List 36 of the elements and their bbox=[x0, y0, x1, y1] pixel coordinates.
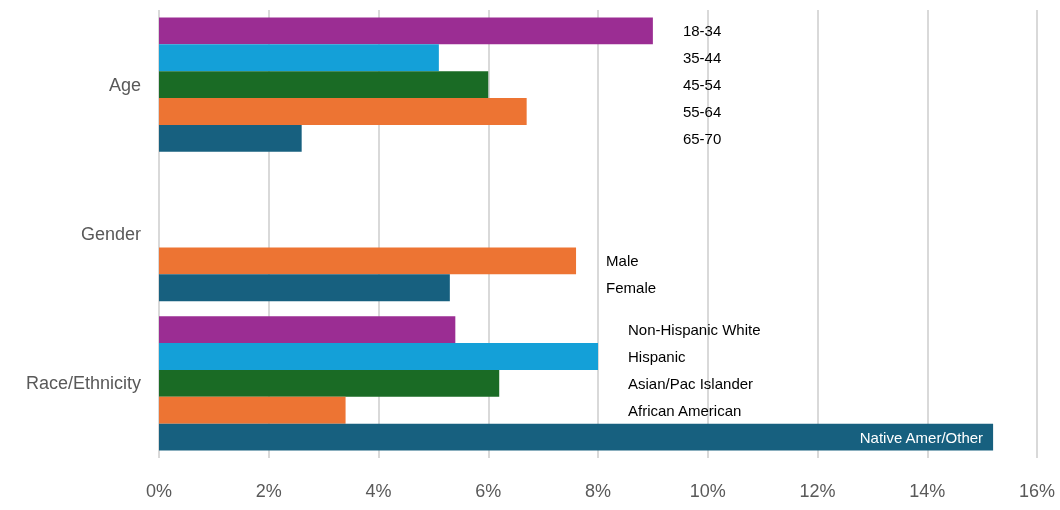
annotation: 18-34 bbox=[682, 22, 722, 40]
annotation: 65-70 bbox=[682, 129, 722, 147]
y-tick-label: Age bbox=[108, 74, 141, 95]
annotation: Asian/Pac Islander bbox=[628, 374, 754, 392]
annotation: Non-Hispanic White bbox=[628, 321, 761, 339]
annotation: Native Amer/Other bbox=[859, 428, 984, 446]
annotation: 45-54 bbox=[682, 76, 722, 94]
annotation: African American bbox=[628, 401, 742, 419]
annotation: 55-64 bbox=[682, 103, 722, 121]
x-tick-label: 4% bbox=[365, 481, 392, 501]
bar bbox=[159, 316, 456, 344]
x-tick-label: 8% bbox=[584, 481, 612, 501]
y-tick-label: Gender bbox=[80, 224, 141, 244]
bar bbox=[159, 423, 994, 451]
bar bbox=[159, 124, 302, 152]
bar bbox=[159, 44, 439, 72]
x-tick-label: 6% bbox=[475, 481, 502, 501]
bar bbox=[159, 247, 577, 275]
x-tick-label: 14% bbox=[909, 481, 946, 501]
x-tick-label: 2% bbox=[255, 481, 282, 501]
bar bbox=[159, 274, 450, 302]
bar bbox=[159, 369, 500, 397]
bar bbox=[159, 71, 489, 99]
bar bbox=[159, 17, 653, 45]
annotation: Female bbox=[606, 279, 657, 297]
x-tick-label: 12% bbox=[799, 481, 836, 501]
bar bbox=[159, 343, 598, 370]
bar bbox=[159, 98, 527, 125]
annotation: Hispanic bbox=[628, 347, 687, 365]
annotation: Male bbox=[606, 252, 639, 270]
x-tick-label: 10% bbox=[689, 481, 726, 501]
annotation: 35-44 bbox=[682, 49, 722, 67]
bar bbox=[159, 396, 346, 424]
y-tick-label: Race/Ethnicity bbox=[25, 373, 141, 394]
x-tick-label: 0% bbox=[145, 481, 173, 501]
x-tick-label: 16% bbox=[1018, 481, 1056, 501]
